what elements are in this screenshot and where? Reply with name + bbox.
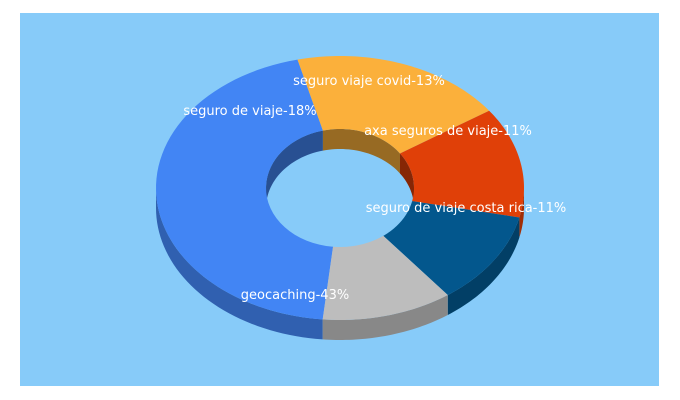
- inner-wall-0: [266, 130, 323, 208]
- slice-label-4: seguro de viaje costa rica-11%: [366, 201, 567, 216]
- slice-labels: geocaching-43% seguro de viaje-18% seguro …: [183, 74, 566, 303]
- outer-wall-3: [447, 217, 520, 315]
- donut-top-faces: [156, 56, 524, 320]
- slice-4: [322, 235, 448, 320]
- slice-0: [156, 59, 334, 320]
- slice-label-2: seguro viaje covid-13%: [293, 74, 445, 89]
- slice-label-1: seguro de viaje-18%: [183, 104, 316, 119]
- slice-label-3: axa seguros de viaje-11%: [364, 124, 532, 139]
- outer-wall-2: [519, 188, 524, 238]
- slice-label-0: geocaching-43%: [241, 288, 349, 303]
- inner-wall-2: [399, 153, 414, 208]
- slice-2: [399, 110, 524, 218]
- outer-wall-4: [322, 294, 448, 340]
- donut-side-walls: [156, 129, 524, 340]
- inner-wall-1: [322, 129, 400, 174]
- slice-3: [383, 201, 520, 295]
- outer-wall-0: [156, 188, 323, 340]
- slice-1: [297, 56, 490, 154]
